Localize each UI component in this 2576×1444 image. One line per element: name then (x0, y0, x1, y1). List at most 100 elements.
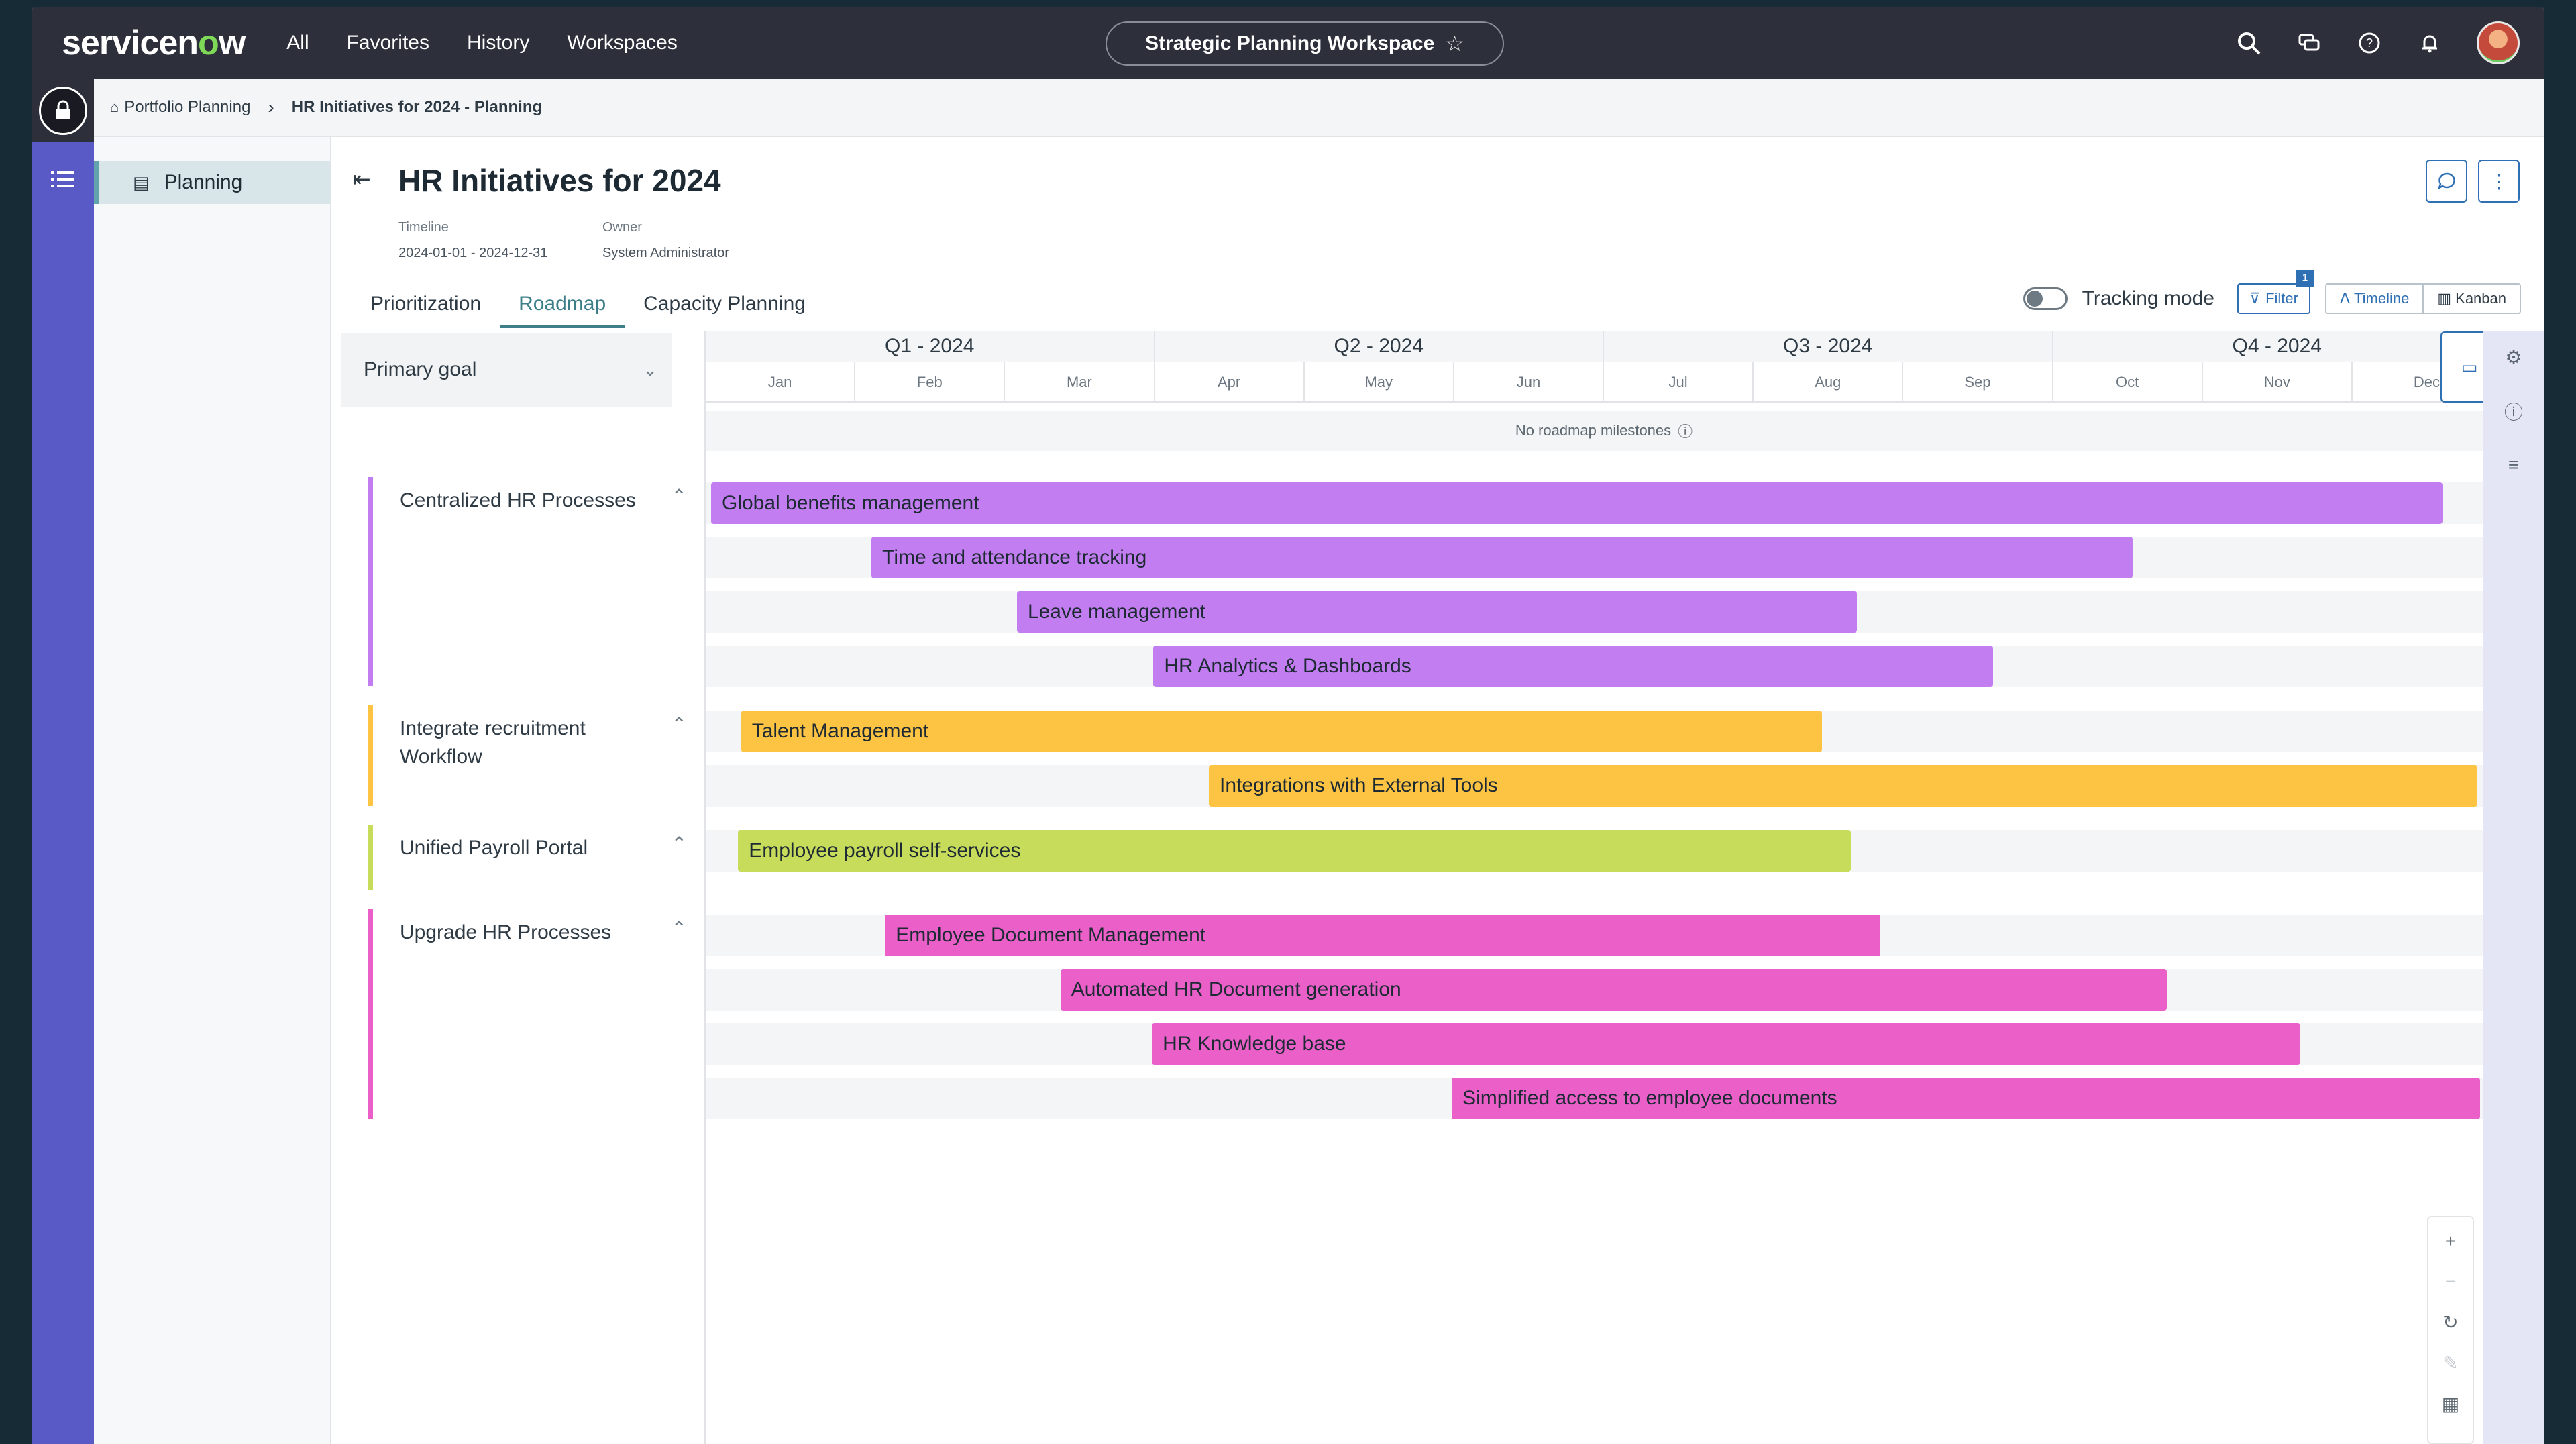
side-navigation: ▤ Planning (94, 137, 331, 1444)
goal-group-name: Unified Payroll Portal (400, 837, 588, 859)
breadcrumb: ⌂ Portfolio Planning › HR Initiatives fo… (94, 79, 2544, 137)
roadmap-item-label: Employee Document Management (896, 924, 1206, 946)
nav-link-history[interactable]: History (466, 32, 530, 54)
search-icon[interactable] (2235, 30, 2262, 56)
kanban-icon: ▥ (2437, 290, 2452, 307)
roadmap-item-bar[interactable]: HR Analytics & Dashboards (1153, 646, 1993, 687)
goal-column: Primary goal ⌄ Centralized HR Processes ⌃… (331, 331, 706, 1444)
roadmap-lane: Simplified access to employee documents (706, 1078, 2502, 1119)
edit-icon[interactable]: ✎ (2443, 1353, 2459, 1374)
timeline-view-button[interactable]: ᐱ Timeline (2326, 285, 2422, 313)
goal-group[interactable]: Unified Payroll Portal ⌃ (368, 825, 699, 898)
month-label: Apr (1155, 362, 1305, 401)
month-label: May (1305, 362, 1454, 401)
roadmap-item-label: Integrations with External Tools (1220, 774, 1498, 796)
zoom-out-icon[interactable]: − (2445, 1271, 2457, 1292)
timeline-label: Timeline (398, 220, 449, 235)
month-label: Feb (855, 362, 1006, 401)
minimap-icon[interactable]: ▦ (2441, 1394, 2460, 1414)
avatar[interactable] (2477, 21, 2520, 64)
kanban-view-button[interactable]: ▥ Kanban (2422, 285, 2520, 313)
bell-icon[interactable] (2416, 30, 2443, 56)
tracking-mode-toggle[interactable] (2023, 287, 2068, 310)
roadmap-item-label: Automated HR Document generation (1071, 978, 1401, 1000)
left-rail (32, 79, 94, 1444)
roadmap-item-bar[interactable]: Integrations with External Tools (1209, 765, 2477, 807)
roadmap-item-bar[interactable]: Automated HR Document generation (1060, 969, 2167, 1011)
owner-value: System Administrator (602, 246, 729, 260)
milestones-empty-text: No roadmap milestones (1515, 422, 1672, 439)
quarter-label: Q4 - 2024 (2053, 331, 2502, 362)
breadcrumb-item-portfolio-planning[interactable]: Portfolio Planning (124, 98, 251, 116)
chevron-up-icon[interactable]: ⌃ (671, 714, 687, 735)
filter-count-badge: 1 (2295, 270, 2314, 287)
settings-icon[interactable]: ⚙ (2505, 347, 2522, 368)
roadmap-item-bar[interactable]: Global benefits management (711, 482, 2443, 524)
month-label: Sep (1903, 362, 2053, 401)
chat-icon[interactable] (2296, 30, 2322, 56)
roadmap-item-bar[interactable]: Employee payroll self-services (738, 830, 1851, 872)
servicenow-logo[interactable]: servicenow (62, 23, 246, 62)
quarter-label: Q2 - 2024 (1155, 331, 1604, 362)
timeline-view-label: Timeline (2354, 290, 2410, 307)
info-icon[interactable]: ⓘ (1678, 423, 1693, 440)
nav-link-favorites[interactable]: Favorites (346, 32, 429, 54)
primary-goal-dropdown[interactable]: Primary goal ⌄ (341, 333, 672, 407)
roadmap-timeline: Q1 - 2024 Q2 - 2024 Q3 - 2024 Q4 - 2024 … (706, 331, 2514, 1444)
help-icon[interactable]: ? (2356, 30, 2383, 56)
goal-group[interactable]: Integrate recruitment Workflow ⌃ (368, 705, 699, 814)
roadmap-item-label: HR Knowledge base (1163, 1033, 1346, 1055)
comment-icon[interactable] (2426, 160, 2467, 203)
roadmap-item-bar[interactable]: HR Knowledge base (1152, 1023, 2301, 1065)
roadmap-item-label: HR Analytics & Dashboards (1164, 655, 1411, 677)
roadmap-item-bar[interactable]: Time and attendance tracking (871, 537, 2133, 578)
info-circle-icon[interactable]: ⓘ (2504, 402, 2523, 423)
roadmap-item-bar[interactable]: Simplified access to employee documents (1452, 1078, 2481, 1119)
chevron-up-icon[interactable]: ⌃ (671, 486, 687, 507)
more-options-icon[interactable]: ⋮ (2478, 160, 2520, 203)
tab-capacity-planning[interactable]: Capacity Planning (643, 293, 806, 315)
roadmap-lane: Time and attendance tracking (706, 537, 2502, 578)
workspace-title: Strategic Planning Workspace (1145, 32, 1435, 54)
roadmap-item-bar[interactable]: Leave management (1016, 591, 1857, 633)
roadmap-toolbar: Tracking mode ⊽ Filter 1 ᐱ Timeline ▥ Ka… (2023, 270, 2521, 314)
collapse-panel-icon[interactable]: ⇤ (353, 167, 371, 191)
list-icon[interactable] (32, 169, 94, 189)
workspace-title-pill[interactable]: Strategic Planning Workspace ☆ (1106, 21, 1504, 66)
goal-group[interactable]: Upgrade HR Processes ⌃ (368, 909, 699, 1127)
chevron-up-icon[interactable]: ⌃ (671, 833, 687, 854)
goal-color-bar (368, 477, 373, 686)
roadmap-lane: Automated HR Document generation (706, 969, 2502, 1011)
goal-group[interactable]: Centralized HR Processes ⌃ (368, 477, 699, 694)
goal-group-name: Integrate recruitment Workflow (400, 717, 586, 768)
svg-text:?: ? (2366, 36, 2373, 50)
month-label: Jul (1604, 362, 1754, 401)
primary-goal-label: Primary goal (364, 358, 477, 380)
nav-link-workspaces[interactable]: Workspaces (567, 32, 678, 54)
quarter-label: Q1 - 2024 (706, 331, 1155, 362)
tab-bar: Prioritization Roadmap Capacity Planning (352, 293, 824, 328)
roadmap-item-bar[interactable]: Employee Document Management (885, 915, 1881, 956)
roadmap-lane: Employee Document Management (706, 915, 2502, 956)
tab-prioritization[interactable]: Prioritization (370, 293, 482, 315)
sidenav-item-planning[interactable]: ▤ Planning (94, 161, 330, 204)
goal-color-bar (368, 705, 373, 806)
breadcrumb-item-current[interactable]: HR Initiatives for 2024 - Planning (291, 98, 543, 116)
workspace-badge-icon[interactable] (39, 87, 87, 135)
chevron-up-icon[interactable]: ⌃ (671, 918, 687, 939)
zoom-in-icon[interactable]: + (2445, 1231, 2457, 1251)
star-icon[interactable]: ☆ (1445, 32, 1464, 56)
roadmap-lane: Integrations with External Tools (706, 765, 2502, 807)
reset-view-icon[interactable]: ↻ (2443, 1312, 2459, 1333)
tab-roadmap[interactable]: Roadmap (500, 293, 625, 328)
chevron-right-icon: › (268, 97, 274, 117)
month-label: Mar (1005, 362, 1155, 401)
roadmap-item-bar[interactable]: Talent Management (741, 711, 1823, 752)
planning-icon: ▤ (133, 172, 150, 193)
goal-color-bar (368, 825, 373, 890)
timeline-icon: ᐱ (2339, 290, 2351, 307)
roadmap-lane: HR Knowledge base (706, 1023, 2502, 1065)
filter-button[interactable]: ⊽ Filter 1 (2237, 270, 2314, 314)
list-details-icon[interactable]: ≡ (2508, 454, 2520, 475)
nav-link-all[interactable]: All (286, 32, 309, 54)
